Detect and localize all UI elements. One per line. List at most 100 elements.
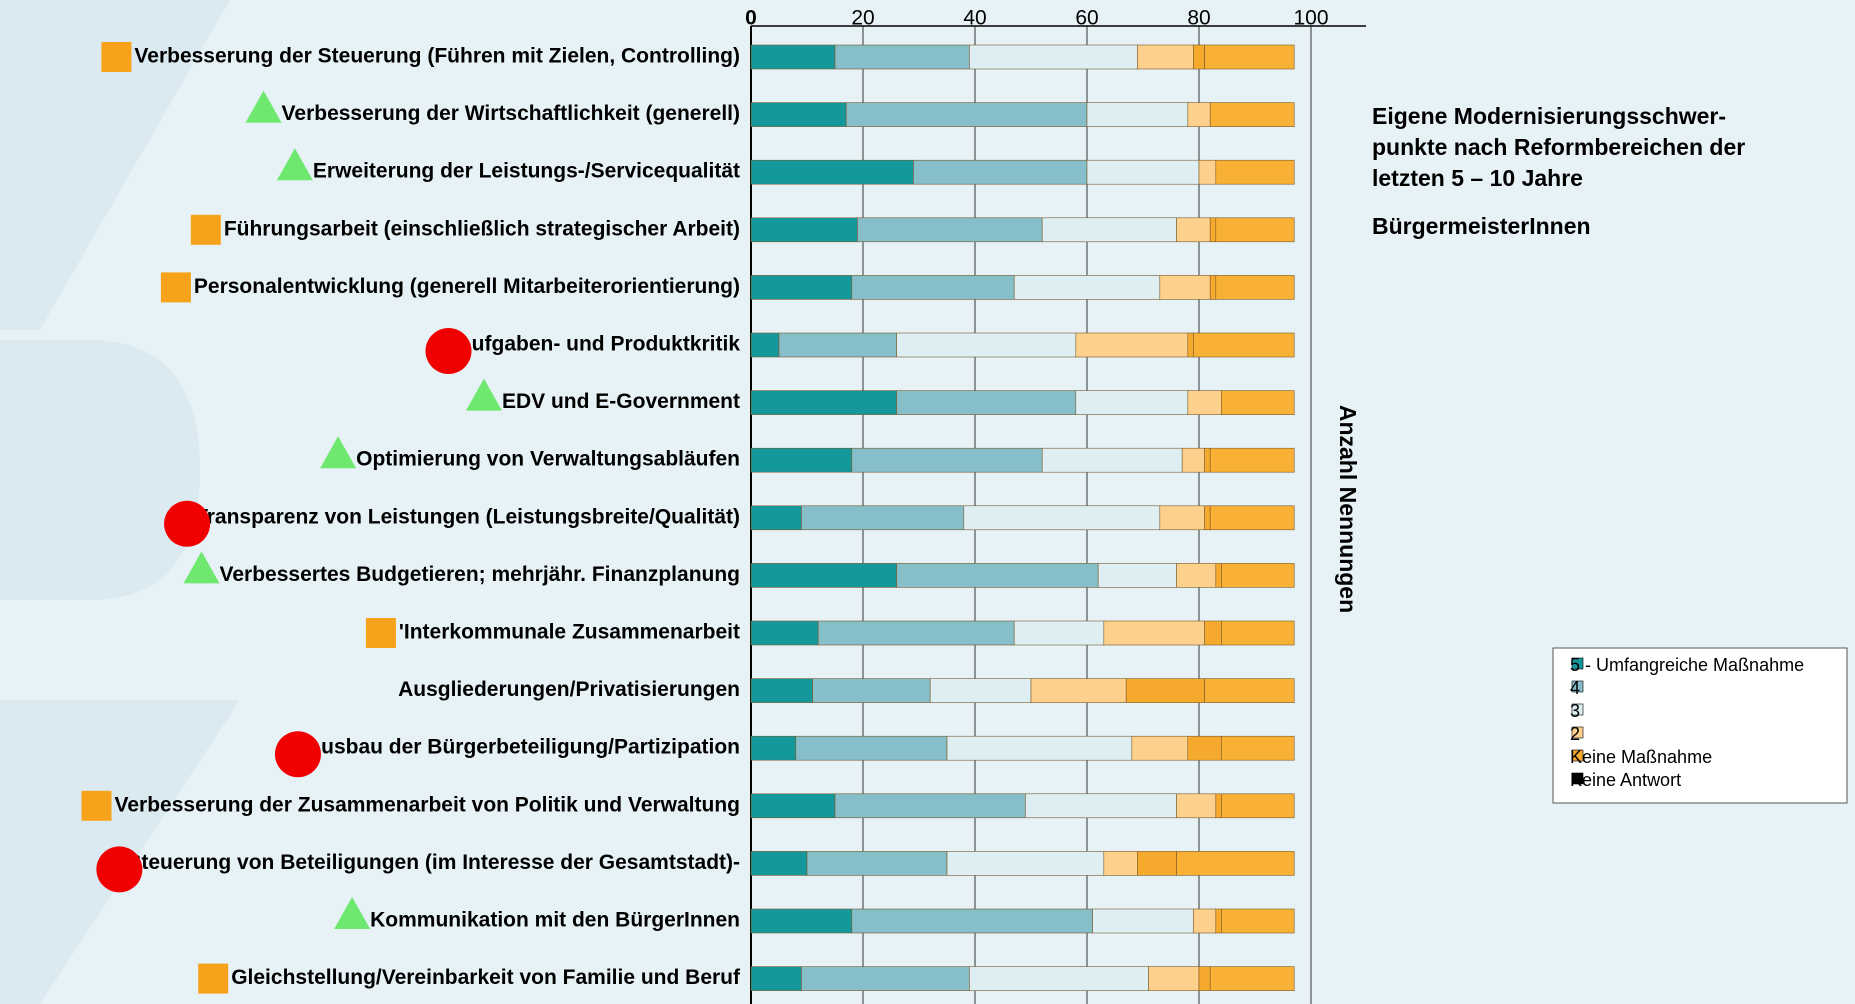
legend-swatch [1571,749,1584,762]
bar-segment [929,678,1032,703]
bar-segment [750,332,780,358]
bar-segment [1193,44,1205,70]
bar-segment [1187,390,1222,415]
bar-segment [834,793,1026,819]
bar-segment [1215,908,1222,934]
bar-segment [1176,851,1295,876]
bar-segment [1013,275,1161,300]
marker-triangle [465,378,502,411]
bar-segment [946,851,1105,876]
bar-segment [750,851,808,876]
bar-segment [1204,505,1211,531]
bar-segment [1187,102,1211,127]
category-label: EDV und E-Government [502,390,740,413]
bar-segment [1204,447,1211,473]
title-line: punkte nach Reformbereichen der [1372,134,1745,160]
category-label: Verbessertes Budgetieren; mehrjähr. Fina… [220,563,740,586]
marker-triangle [183,551,220,584]
bar-segment [801,966,970,991]
bar-segment [1209,447,1295,473]
marker-circle [274,731,321,778]
marker-circle [425,328,472,374]
legend-swatch [1571,726,1584,739]
bar-segment [750,44,836,70]
x-tick-label: 80 [1187,7,1210,30]
bar-segment [750,735,797,761]
legend-label: Keine Maßnahme [1570,747,1712,767]
bar-segment [750,966,802,991]
bar-segment [1176,217,1211,243]
bar-segment [1221,620,1295,646]
bar-segment [1215,563,1222,588]
bar-segment [1221,908,1295,934]
bar-segment [1221,793,1295,819]
bar-segment [750,390,897,415]
bar-segment [857,217,1043,243]
bar-segment [750,793,836,819]
legend-swatch [1571,680,1584,693]
bar-segment [806,851,948,876]
bar-segment [1137,44,1194,70]
bar-segment [1103,620,1205,646]
bar-segment [845,102,1088,127]
legend-box [1552,647,1848,804]
category-label: Gleichstellung/Vereinbarkeit von Familie… [231,966,741,989]
bar-segment [1041,217,1177,243]
bar-segment [750,102,847,127]
bar-segment [963,505,1161,531]
subtitle: BürgermeisterInnen [1372,213,1591,239]
category-label: Optimierung von Verwaltungsabläufen [356,448,740,471]
bar-segment [1209,217,1217,243]
bar-segment [1204,620,1222,646]
bar-segment [750,447,853,473]
bar-segment [1198,966,1211,991]
bar-segment [750,908,853,934]
x-tick-label: 0 [745,7,757,30]
bar-segment [1086,159,1200,185]
title-line: Eigene Modernisierungsschwer- [1372,103,1726,129]
legend-label: 4 [1570,678,1580,698]
bar-segment [812,678,931,703]
marker-square [198,963,229,994]
legend-label: 3 [1570,701,1580,721]
marker-circle [164,500,211,547]
bar-segment [1041,447,1183,473]
legend-label: 5 - Umfangreiche Maßnahme [1570,655,1804,675]
bar-segment [750,505,802,531]
bar-segment [1209,275,1217,300]
bar-segment [1209,966,1295,991]
bar-segment [896,390,1077,415]
marker-square [160,272,191,303]
bar-segment [1221,390,1295,415]
bar-segment [1137,851,1177,876]
marker-circle [96,846,143,893]
legend-label: 2 [1570,724,1580,744]
category-label: Transparenz von Leistungen (Leistungsbre… [195,505,740,528]
bar-segment [1013,620,1105,646]
category-label: 'Interkommunale Zusammenarbeit [399,621,740,644]
bar-segment [1075,390,1189,415]
bar-segment [1159,505,1205,531]
bar-segment [946,735,1133,761]
bar-segment [1176,563,1217,588]
bar-segment [1025,793,1177,819]
bar-segment [1204,678,1295,703]
marker-square [190,214,221,245]
bar-segment [1159,275,1211,300]
bar-segment [1193,908,1217,934]
bar-segment [896,332,1077,358]
x-tick-label: 100 [1293,7,1328,30]
bar-segment [913,159,1088,185]
bar-segment [1075,332,1189,358]
bar-segment [1097,563,1177,588]
marker-triangle [334,897,371,929]
bar-segment [750,678,813,703]
bar-segment [969,966,1149,991]
category-label: Personalentwicklung (generell Mitarbeite… [194,275,740,298]
bar-segment [750,620,819,646]
marker-square [81,790,112,821]
bar-segment [1030,678,1127,703]
bar-segment [1176,793,1217,819]
bar-segment [795,735,948,761]
